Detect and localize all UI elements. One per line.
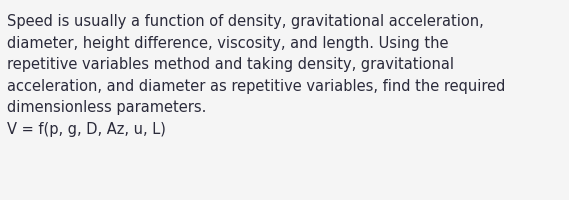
Text: Speed is usually a function of density, gravitational acceleration,
diameter, he: Speed is usually a function of density, … — [7, 14, 506, 136]
